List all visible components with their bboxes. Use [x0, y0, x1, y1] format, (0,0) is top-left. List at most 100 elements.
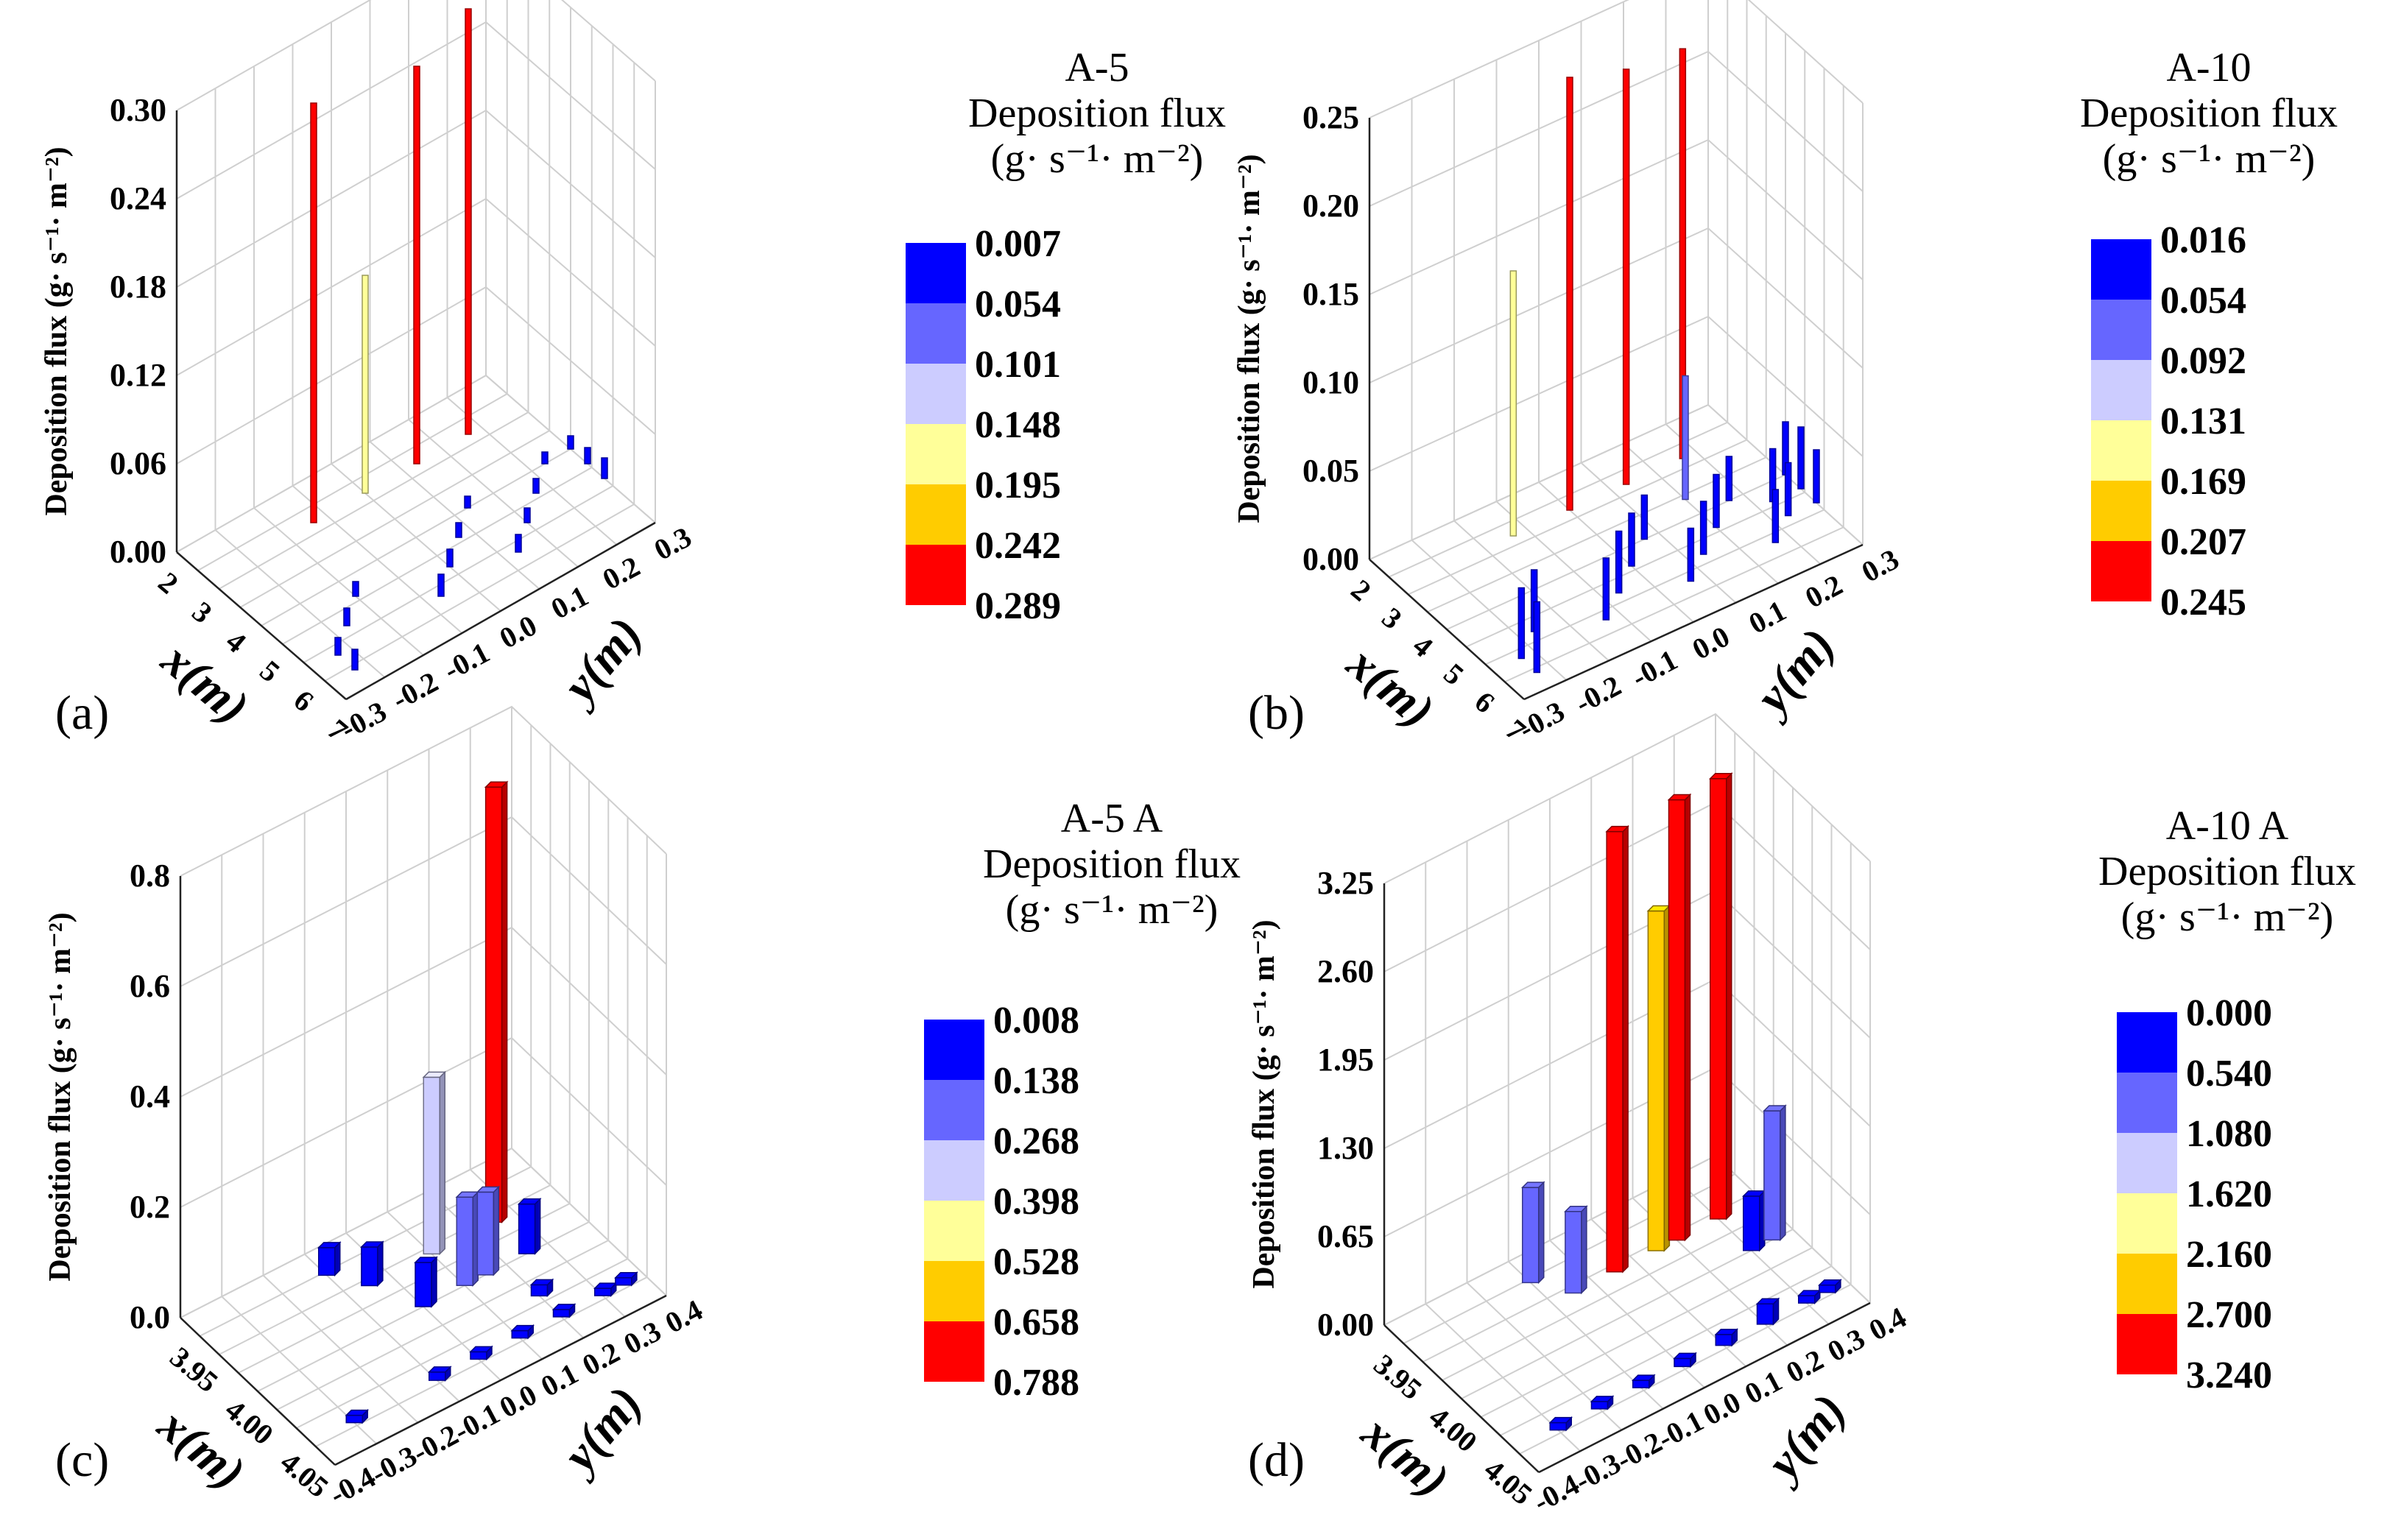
bar-front-face	[530, 1284, 549, 1297]
y-tick-label: 0.2	[577, 1335, 625, 1382]
floor-gridline	[1442, 1210, 1774, 1381]
bar	[1605, 824, 1629, 1274]
bar-body	[1566, 77, 1573, 511]
bar-side-face	[1622, 824, 1629, 1274]
y-axis-line	[1538, 1301, 1871, 1474]
wall-level-gridline	[176, 0, 656, 111]
bar-body	[601, 457, 608, 479]
z-tick-label: 0.2	[130, 1189, 170, 1225]
legend-swatch	[2091, 239, 2151, 300]
x-tick-label: 3.95	[1367, 1347, 1428, 1405]
bar-front-face	[1668, 799, 1686, 1241]
legend-value: 0.195	[975, 465, 1061, 506]
legend-swatch	[2091, 300, 2151, 360]
legend-title: Deposition flux	[983, 841, 1241, 887]
floor-gridline	[1388, 421, 1728, 578]
y-tick-label: 0.4	[660, 1293, 708, 1339]
bar	[517, 1197, 542, 1255]
legend-swatch	[2117, 1012, 2177, 1073]
legend-value: 0.054	[2160, 280, 2246, 322]
floor-gridline	[324, 504, 635, 682]
x-axis-label: x(m)	[151, 632, 258, 735]
bar-top-face	[1520, 1182, 1545, 1188]
bar	[1797, 1289, 1822, 1304]
legend-swatch	[924, 1201, 984, 1261]
z-tick-label: 0.12	[110, 357, 166, 393]
legend-value: 0.398	[993, 1181, 1079, 1223]
bar-side-face	[534, 1197, 541, 1255]
bar	[362, 275, 369, 494]
bar	[1631, 1374, 1656, 1389]
y-axis-line	[1523, 543, 1864, 701]
x-axis-line	[180, 1317, 336, 1466]
bar	[317, 1241, 342, 1277]
legend-value: 0.169	[2160, 461, 2246, 503]
bar	[1784, 462, 1792, 517]
floor-gridline	[1519, 1284, 1852, 1455]
bar	[464, 495, 471, 509]
legend-swatch	[906, 243, 966, 303]
legend-value: 0.000	[2186, 992, 2272, 1034]
bar-top-face	[1673, 1352, 1697, 1360]
z-tick-label: 0.00	[1317, 1307, 1374, 1343]
x-tick-label: 5	[254, 654, 286, 688]
bar-body	[523, 507, 531, 523]
bar-top-face	[427, 1366, 452, 1373]
legend-series-title: A-5 A	[1061, 796, 1163, 841]
bar	[1713, 473, 1720, 529]
bar-body	[465, 8, 472, 435]
floor-gridline	[1408, 439, 1747, 596]
bar-top-face	[1667, 794, 1692, 801]
legend-series-title: A-10	[2166, 45, 2251, 91]
x-tick-label: 3	[186, 595, 219, 629]
bar-front-face	[361, 1246, 378, 1287]
floor-gridline	[197, 393, 508, 571]
bar	[1741, 1190, 1766, 1252]
x-tick-label: 4.05	[274, 1445, 335, 1503]
legend-swatch	[906, 484, 966, 545]
bar-body	[584, 447, 591, 465]
bar-body	[1517, 587, 1526, 660]
wall-level-gridline	[180, 1036, 667, 1208]
bar	[343, 607, 350, 626]
z-axis-label: Deposition flux (g· s⁻¹· m⁻²)	[1247, 919, 1281, 1288]
legend-swatch	[906, 424, 966, 484]
bar-body	[1784, 462, 1792, 517]
chart-panel-3: 0.00.20.40.60.83.954.004.05-0.4-0.3-0.2-…	[43, 705, 1241, 1511]
bar	[1590, 1395, 1615, 1410]
bar-body	[567, 435, 574, 450]
legend-value: 0.528	[993, 1241, 1079, 1283]
z-tick-label: 3.25	[1317, 865, 1374, 901]
y-tick-label: 0.0	[1698, 1385, 1746, 1431]
chart-panel-2: 0.000.050.100.150.200.25234567-0.3-0.2-0…	[1233, 0, 2338, 747]
legend-value: 0.268	[993, 1120, 1079, 1162]
legend-value: 1.620	[2186, 1173, 2272, 1215]
floor-gridline	[282, 467, 593, 645]
legend-value: 0.016	[2160, 219, 2246, 261]
bar-front-face	[1819, 1285, 1836, 1293]
bar-body	[1622, 68, 1630, 485]
z-axis-label: Deposition flux (g· s⁻¹· m⁻²)	[43, 912, 77, 1281]
legend-title: Deposition flux	[2080, 91, 2338, 136]
y-tick-label: -0.3	[335, 694, 392, 745]
bar-front-face	[1647, 910, 1665, 1251]
bar-top-face	[345, 1409, 370, 1416]
bar-front-face	[594, 1288, 612, 1296]
bar	[614, 1271, 638, 1287]
bar	[465, 8, 472, 435]
floor-gridline	[239, 430, 550, 608]
bar	[1566, 77, 1573, 511]
bar	[1818, 1278, 1842, 1294]
z-tick-label: 0.6	[130, 968, 170, 1004]
bar-side-face	[1538, 1181, 1545, 1285]
z-tick-label: 0.20	[1302, 188, 1359, 224]
bar-side-face	[1726, 771, 1732, 1221]
legend-value: 0.788	[993, 1362, 1079, 1404]
wall-level-gridline	[1369, 50, 1864, 207]
bar-front-face	[1549, 1421, 1567, 1431]
bar-front-face	[1522, 1187, 1540, 1284]
floor-gridline	[1461, 1229, 1794, 1399]
bar-body	[1813, 449, 1820, 504]
floor-gridline	[180, 1148, 512, 1318]
